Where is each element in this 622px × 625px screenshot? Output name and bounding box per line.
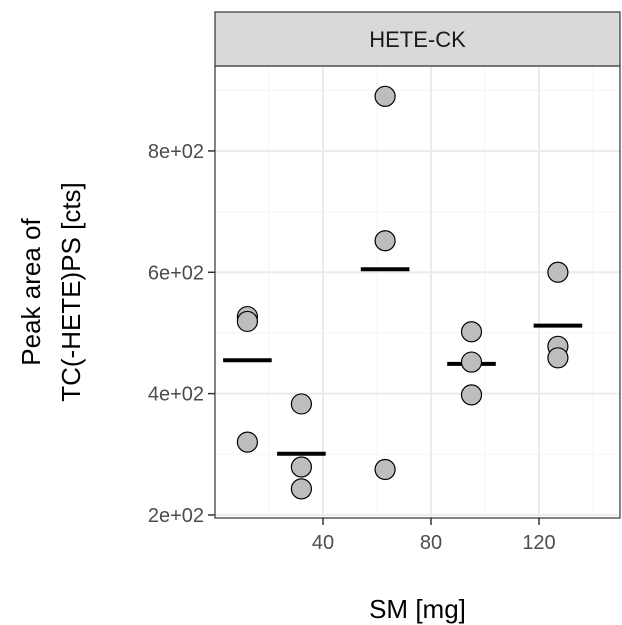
data-point (290, 393, 312, 415)
data-point (236, 431, 258, 453)
data-point (374, 458, 396, 481)
y-axis-title-line-2: TC(-HETE)PS [cts] (56, 182, 86, 402)
y-axis-title-line-1: Peak area of (16, 218, 46, 366)
y-tick-label: 6e+02 (148, 262, 204, 284)
facet-strip (214, 11, 621, 67)
x-axis-title: SM [mg] (369, 594, 466, 624)
facet-label: HETE-CK (369, 27, 466, 52)
y-axis: 2e+02 4e+02 6e+02 8e+02 (148, 141, 215, 527)
data-point (290, 456, 312, 478)
data-point (374, 85, 396, 107)
x-axis: 40 80 120 (312, 518, 556, 554)
data-point (547, 347, 569, 369)
y-tick-label: 8e+02 (148, 141, 204, 163)
data-point (460, 351, 483, 373)
x-tick-label: 80 (420, 532, 442, 554)
data-points (236, 85, 569, 500)
x-tick-label: 120 (522, 532, 555, 554)
data-point (460, 321, 483, 343)
data-point (290, 478, 312, 500)
y-tick-label: 2e+02 (148, 505, 204, 527)
data-point (374, 230, 396, 252)
x-tick-label: 40 (312, 532, 334, 554)
data-point (236, 310, 258, 333)
y-tick-label: 4e+02 (148, 384, 204, 406)
data-point (547, 261, 569, 283)
data-point (460, 384, 483, 406)
panel-background (215, 66, 620, 518)
mean-bars (223, 267, 583, 456)
